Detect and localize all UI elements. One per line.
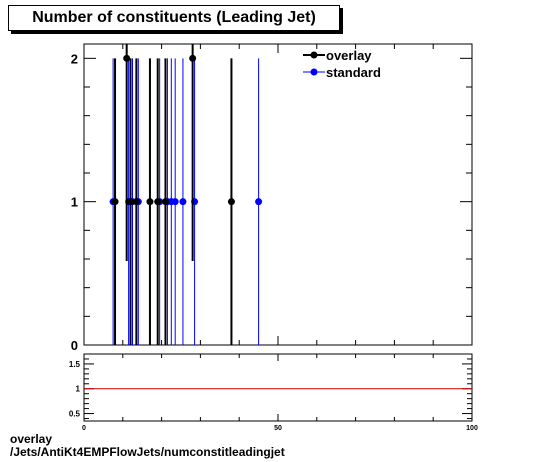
x-tick-label: 100 (466, 425, 478, 432)
legend: overlay standard (303, 48, 381, 80)
data-point (189, 54, 197, 62)
ratio-plot-axes: 0.5 1 1.5 0 50 100 (69, 354, 478, 432)
main-plot-axes: 0 1 2 (71, 44, 473, 353)
y-tick-label: 0 (71, 338, 78, 353)
data-point (111, 198, 119, 206)
data-point (123, 54, 131, 62)
y-tick-label: 2 (71, 51, 78, 66)
x-tick-label: 0 (82, 425, 86, 432)
footer: overlay /Jets/AntiKt4EMPFlowJets/numcons… (10, 433, 285, 459)
x-tick-label: 50 (274, 425, 282, 432)
data-point (171, 198, 179, 206)
data-point (127, 198, 135, 206)
data-point (227, 198, 235, 206)
data-point (179, 198, 187, 206)
footer-label: overlay (10, 432, 53, 446)
data-point (154, 198, 162, 206)
ratio-plot-frame (83, 353, 473, 422)
main-plot-marks (109, 44, 263, 345)
y-tick-label: 1 (76, 385, 81, 394)
legend-label: standard (326, 65, 381, 80)
main-plot-frame (83, 43, 473, 346)
y-tick-label: 1.5 (69, 360, 81, 369)
data-point (161, 198, 169, 206)
footer-path: /Jets/AntiKt4EMPFlowJets/numconstitleadi… (10, 445, 285, 459)
chart-title: Number of constituents (Leading Jet) (8, 5, 340, 31)
y-tick-label: 0.5 (69, 410, 81, 419)
y-tick-label: 1 (71, 195, 78, 210)
data-point (255, 198, 263, 206)
legend-label: overlay (326, 48, 372, 63)
legend-marker (310, 68, 318, 76)
data-point (132, 198, 140, 206)
data-point (146, 198, 154, 206)
legend-marker (310, 51, 318, 59)
